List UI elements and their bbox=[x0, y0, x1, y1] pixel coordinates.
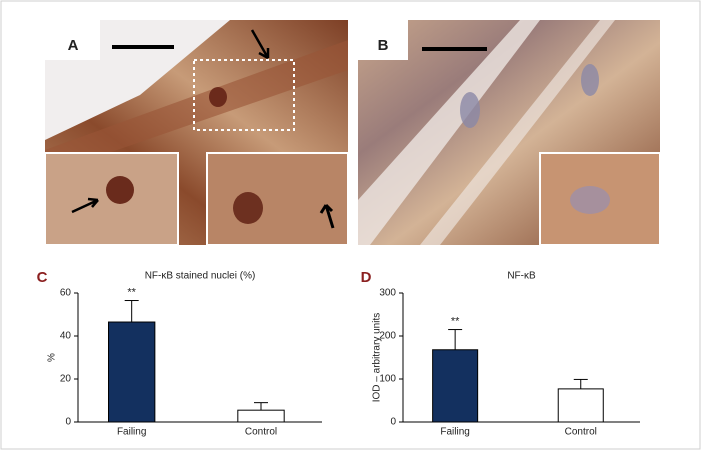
y-axis-label: IOD – arbitrary units bbox=[372, 313, 383, 402]
y-tick-label: 0 bbox=[390, 417, 396, 428]
bar bbox=[557, 388, 604, 423]
significance-label: ** bbox=[451, 315, 460, 327]
x-tick-label: Control bbox=[565, 427, 597, 438]
y-tick-label: 20 bbox=[60, 374, 72, 385]
bar bbox=[108, 321, 156, 423]
y-tick-label: 300 bbox=[379, 288, 396, 299]
micrograph-a bbox=[44, 20, 349, 246]
x-tick-label: Failing bbox=[440, 427, 469, 438]
x-tick-label: Control bbox=[245, 427, 277, 438]
y-tick-label: 200 bbox=[379, 331, 396, 342]
y-axis-label: % bbox=[47, 353, 58, 362]
bar bbox=[432, 349, 479, 423]
chart-title: NF-κB stained nuclei (%) bbox=[145, 271, 256, 282]
panel-label: A bbox=[68, 37, 79, 54]
panel-label: B bbox=[378, 37, 389, 54]
x-tick-label: Failing bbox=[117, 427, 146, 438]
y-tick-label: 100 bbox=[379, 374, 396, 385]
y-tick-label: 60 bbox=[60, 288, 72, 299]
bar bbox=[237, 409, 285, 423]
panel-label: D bbox=[361, 269, 372, 286]
significance-label: ** bbox=[127, 286, 136, 298]
y-tick-label: 0 bbox=[65, 417, 71, 428]
chart-title: NF-κB bbox=[507, 271, 536, 282]
micrograph-b bbox=[358, 20, 661, 246]
panel-label: C bbox=[37, 269, 48, 286]
y-tick-label: 40 bbox=[60, 331, 72, 342]
